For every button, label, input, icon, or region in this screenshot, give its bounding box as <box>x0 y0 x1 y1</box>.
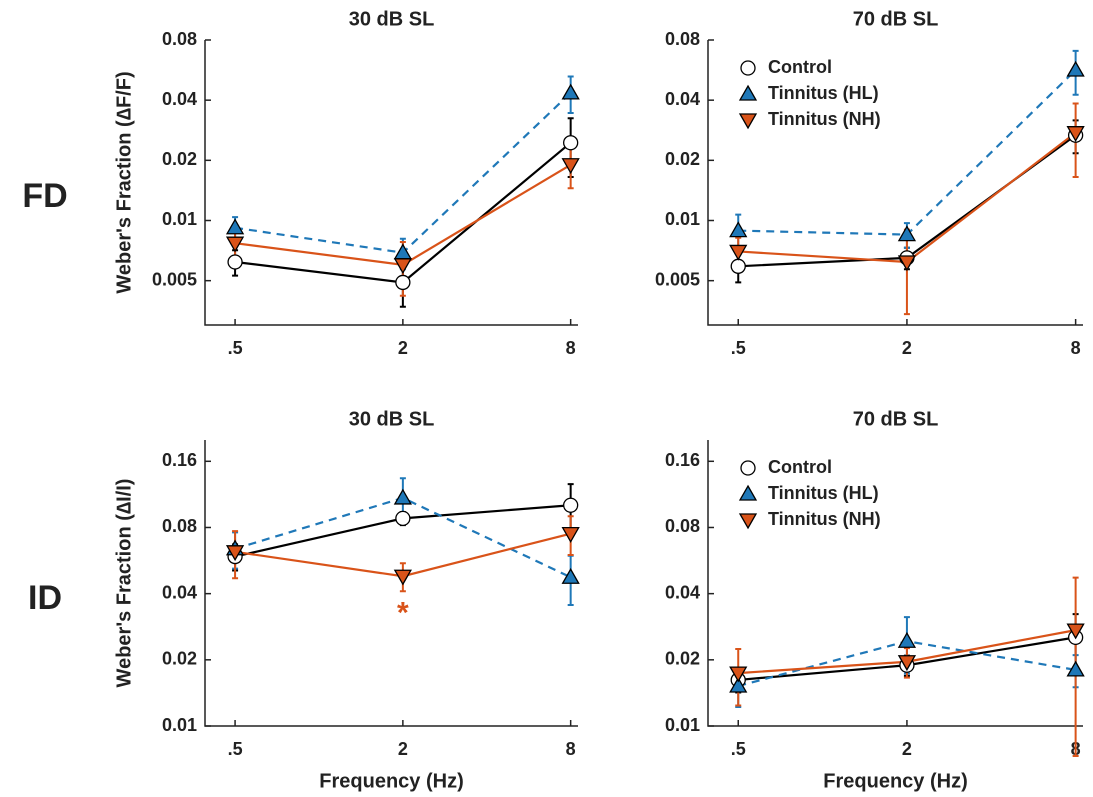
y-tick-label: 0.04 <box>162 582 197 602</box>
y-tick-label: 0.04 <box>665 582 700 602</box>
legend-label[interactable]: Tinnitus (HL) <box>768 83 879 103</box>
marker <box>561 567 580 584</box>
marker <box>561 526 580 543</box>
y-tick-label: 0.16 <box>665 450 700 470</box>
y-tick-label: 0.08 <box>665 29 700 49</box>
axis <box>204 40 578 326</box>
marker <box>1066 660 1085 677</box>
y-tick-label: 0.005 <box>655 269 700 289</box>
y-tick-label: 0.01 <box>162 715 197 735</box>
marker <box>740 60 756 76</box>
legend-label[interactable]: Tinnitus (NH) <box>768 109 881 129</box>
series-line <box>234 92 572 254</box>
panel-title: 30 dB SL <box>349 8 435 30</box>
x-tick-label: 8 <box>1071 338 1081 358</box>
y-tick-label: 0.02 <box>162 149 197 169</box>
panel-title: 70 dB SL <box>853 408 939 430</box>
axis <box>707 40 1083 326</box>
y-tick-label: 0.04 <box>665 89 700 109</box>
marker <box>225 545 245 562</box>
y-tick-label: 0.04 <box>162 89 197 109</box>
marker <box>740 460 756 476</box>
y-tick-label: 0.02 <box>665 149 700 169</box>
row-label: ID <box>28 579 62 617</box>
legend-label[interactable]: Control <box>768 457 832 477</box>
panel: 30 dB SL 0.01 0.02 0.04 0.08 0.16 .5 2 8 Weber's … <box>113 408 580 792</box>
x-tick-label: 2 <box>398 338 408 358</box>
marker <box>729 676 748 693</box>
y-axis-label: Weber's Fraction (∆I/I) <box>113 479 135 688</box>
legend-label[interactable]: Control <box>768 57 832 77</box>
x-tick-label: 2 <box>902 338 912 358</box>
y-tick-label: 0.01 <box>665 715 700 735</box>
marker <box>897 655 917 672</box>
x-tick-label: 2 <box>902 739 912 759</box>
panel-title: 30 dB SL <box>349 408 435 430</box>
marker <box>393 258 412 275</box>
x-tick-label: 2 <box>398 739 408 759</box>
x-tick-label: .5 <box>731 739 746 759</box>
annotation: * <box>397 596 409 629</box>
marker <box>738 84 758 101</box>
marker <box>563 135 579 151</box>
y-tick-label: 0.01 <box>162 209 197 229</box>
marker <box>393 488 412 505</box>
panel-title: 70 dB SL <box>853 8 939 30</box>
marker <box>1066 623 1085 640</box>
marker <box>730 258 746 274</box>
y-tick-label: 0.02 <box>162 649 197 669</box>
marker <box>563 497 579 513</box>
marker <box>395 510 411 527</box>
marker <box>729 666 748 683</box>
marker <box>729 221 748 238</box>
panel: 70 dB SL0.010.020.040.080.16.5 2 8Frequenc… <box>665 408 1085 792</box>
y-tick-label: 0.005 <box>152 269 197 289</box>
row-label: FD <box>22 177 67 215</box>
axis <box>707 440 1083 727</box>
axis <box>204 440 578 727</box>
marker <box>227 254 243 270</box>
x-tick-label: 8 <box>566 739 576 759</box>
marker <box>897 225 917 242</box>
marker <box>738 113 758 130</box>
x-tick-label: .5 <box>228 338 243 358</box>
y-tick-label: 0.08 <box>665 516 700 536</box>
error-bar <box>903 228 910 316</box>
marker <box>1066 126 1085 142</box>
marker <box>561 158 580 175</box>
marker <box>729 244 748 261</box>
x-tick-label: .5 <box>228 739 243 759</box>
marker <box>738 484 758 501</box>
y-tick-label: 0.08 <box>162 516 197 536</box>
x-tick-label: .5 <box>731 338 746 358</box>
marker <box>393 569 412 586</box>
marker <box>897 255 917 272</box>
x-axis-label: Frequency (Hz) <box>319 770 463 792</box>
y-tick-label: 0.01 <box>665 209 700 229</box>
marker <box>1066 60 1085 77</box>
marker <box>393 243 412 260</box>
marker <box>738 513 758 530</box>
marker <box>897 631 917 648</box>
legend-label[interactable]: Tinnitus (HL) <box>768 483 879 503</box>
x-axis-label: Frequency (Hz) <box>823 770 967 792</box>
legend-label[interactable]: Tinnitus (NH) <box>768 509 881 529</box>
marker <box>561 83 580 100</box>
y-axis-label: Weber's Fraction (∆F/F) <box>113 71 135 293</box>
marker <box>225 218 245 235</box>
y-tick-label: 0.02 <box>665 649 700 669</box>
y-tick-label: 0.16 <box>162 450 197 470</box>
panel: 70 dB SL 0.005 0.01 0.02 0.04 0.08 .5 2 8 Control… <box>655 8 1085 358</box>
panel: 30 dB SL 0.005 0.01 0.02 0.04 0.08 .5 2 8 Weber's… <box>113 8 580 358</box>
marker <box>395 274 411 291</box>
x-tick-label: 8 <box>566 338 576 358</box>
y-tick-label: 0.08 <box>162 29 197 49</box>
marker <box>225 236 245 253</box>
